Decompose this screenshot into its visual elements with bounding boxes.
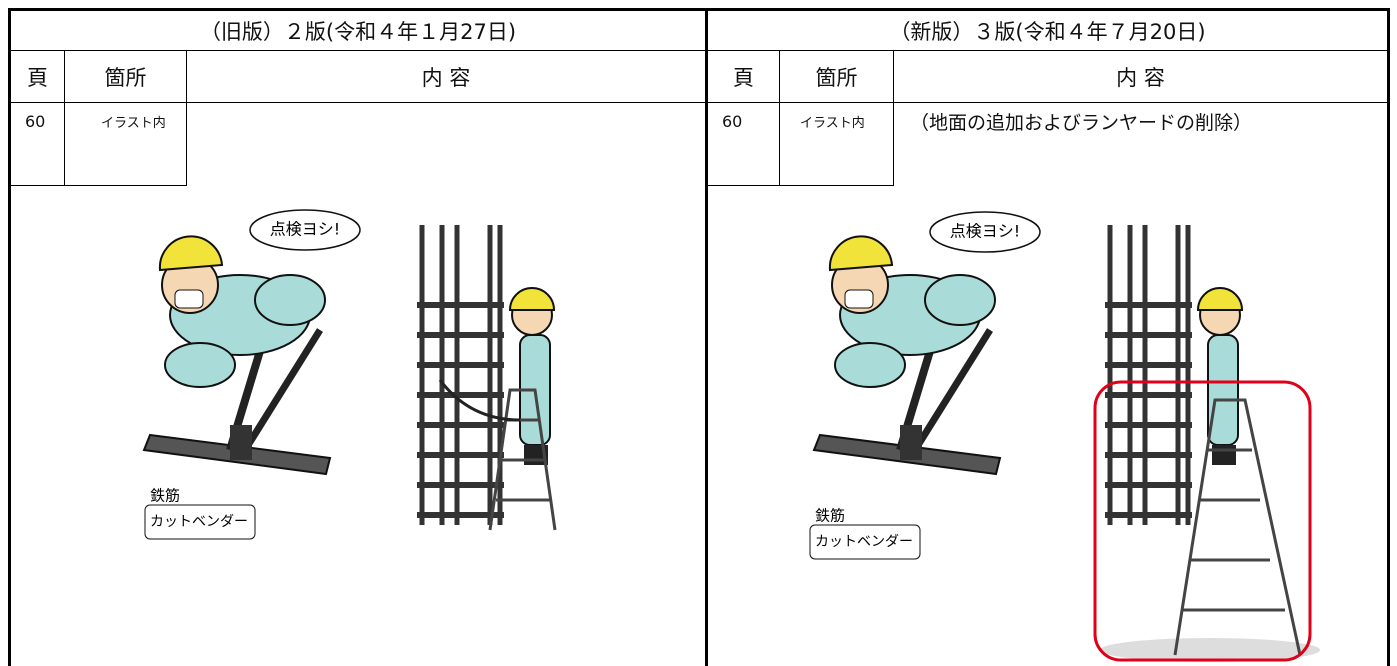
border [706,185,894,186]
border [893,50,894,185]
label-text: 鉄筋 [150,487,180,505]
column-header: 箇所 [815,65,858,90]
header: （旧版）２版(令和４年１月27日) [199,19,517,44]
column-header: 箇所 [104,65,147,90]
label-box [809,524,921,560]
border [1387,8,1390,666]
border [705,8,708,666]
location: イラスト内 [101,115,166,131]
content: （地面の追加およびランヤードの削除） [910,111,1253,134]
border [186,50,187,185]
column-header: 内 容 [1116,65,1165,90]
ladder [488,388,557,531]
location: イラスト内 [800,115,865,131]
border [8,8,1390,11]
border [8,102,1390,103]
speech-text: 点検ヨシ! [950,222,1020,241]
rebar-illustration [1105,225,1242,525]
border [779,50,780,185]
label-text: 鉄筋 [815,507,845,525]
speech-bubble [249,209,361,251]
highlight [1093,380,1312,662]
label-box [144,504,256,540]
page-number: 60 [722,111,743,131]
label-text: カットベンダー [815,534,913,550]
speech-text: 点検ヨシ! [270,220,340,239]
lanyard [438,379,521,422]
column-header: 頁 [733,65,754,90]
border [64,50,65,185]
column-header: 頁 [27,65,48,90]
border [8,185,187,186]
speech-bubble [929,211,1041,253]
ground [1100,638,1320,662]
page-number: 60 [25,111,46,131]
label-text: カットベンダー [150,514,248,530]
bender-illustration [814,236,1000,474]
border [8,8,11,666]
border [8,50,1390,51]
ladder [1173,398,1302,656]
header: （新版）３版(令和４年７月20日) [889,19,1206,44]
rebar-illustration [417,225,554,525]
column-header: 内 容 [421,65,471,90]
bender-illustration [144,236,330,474]
